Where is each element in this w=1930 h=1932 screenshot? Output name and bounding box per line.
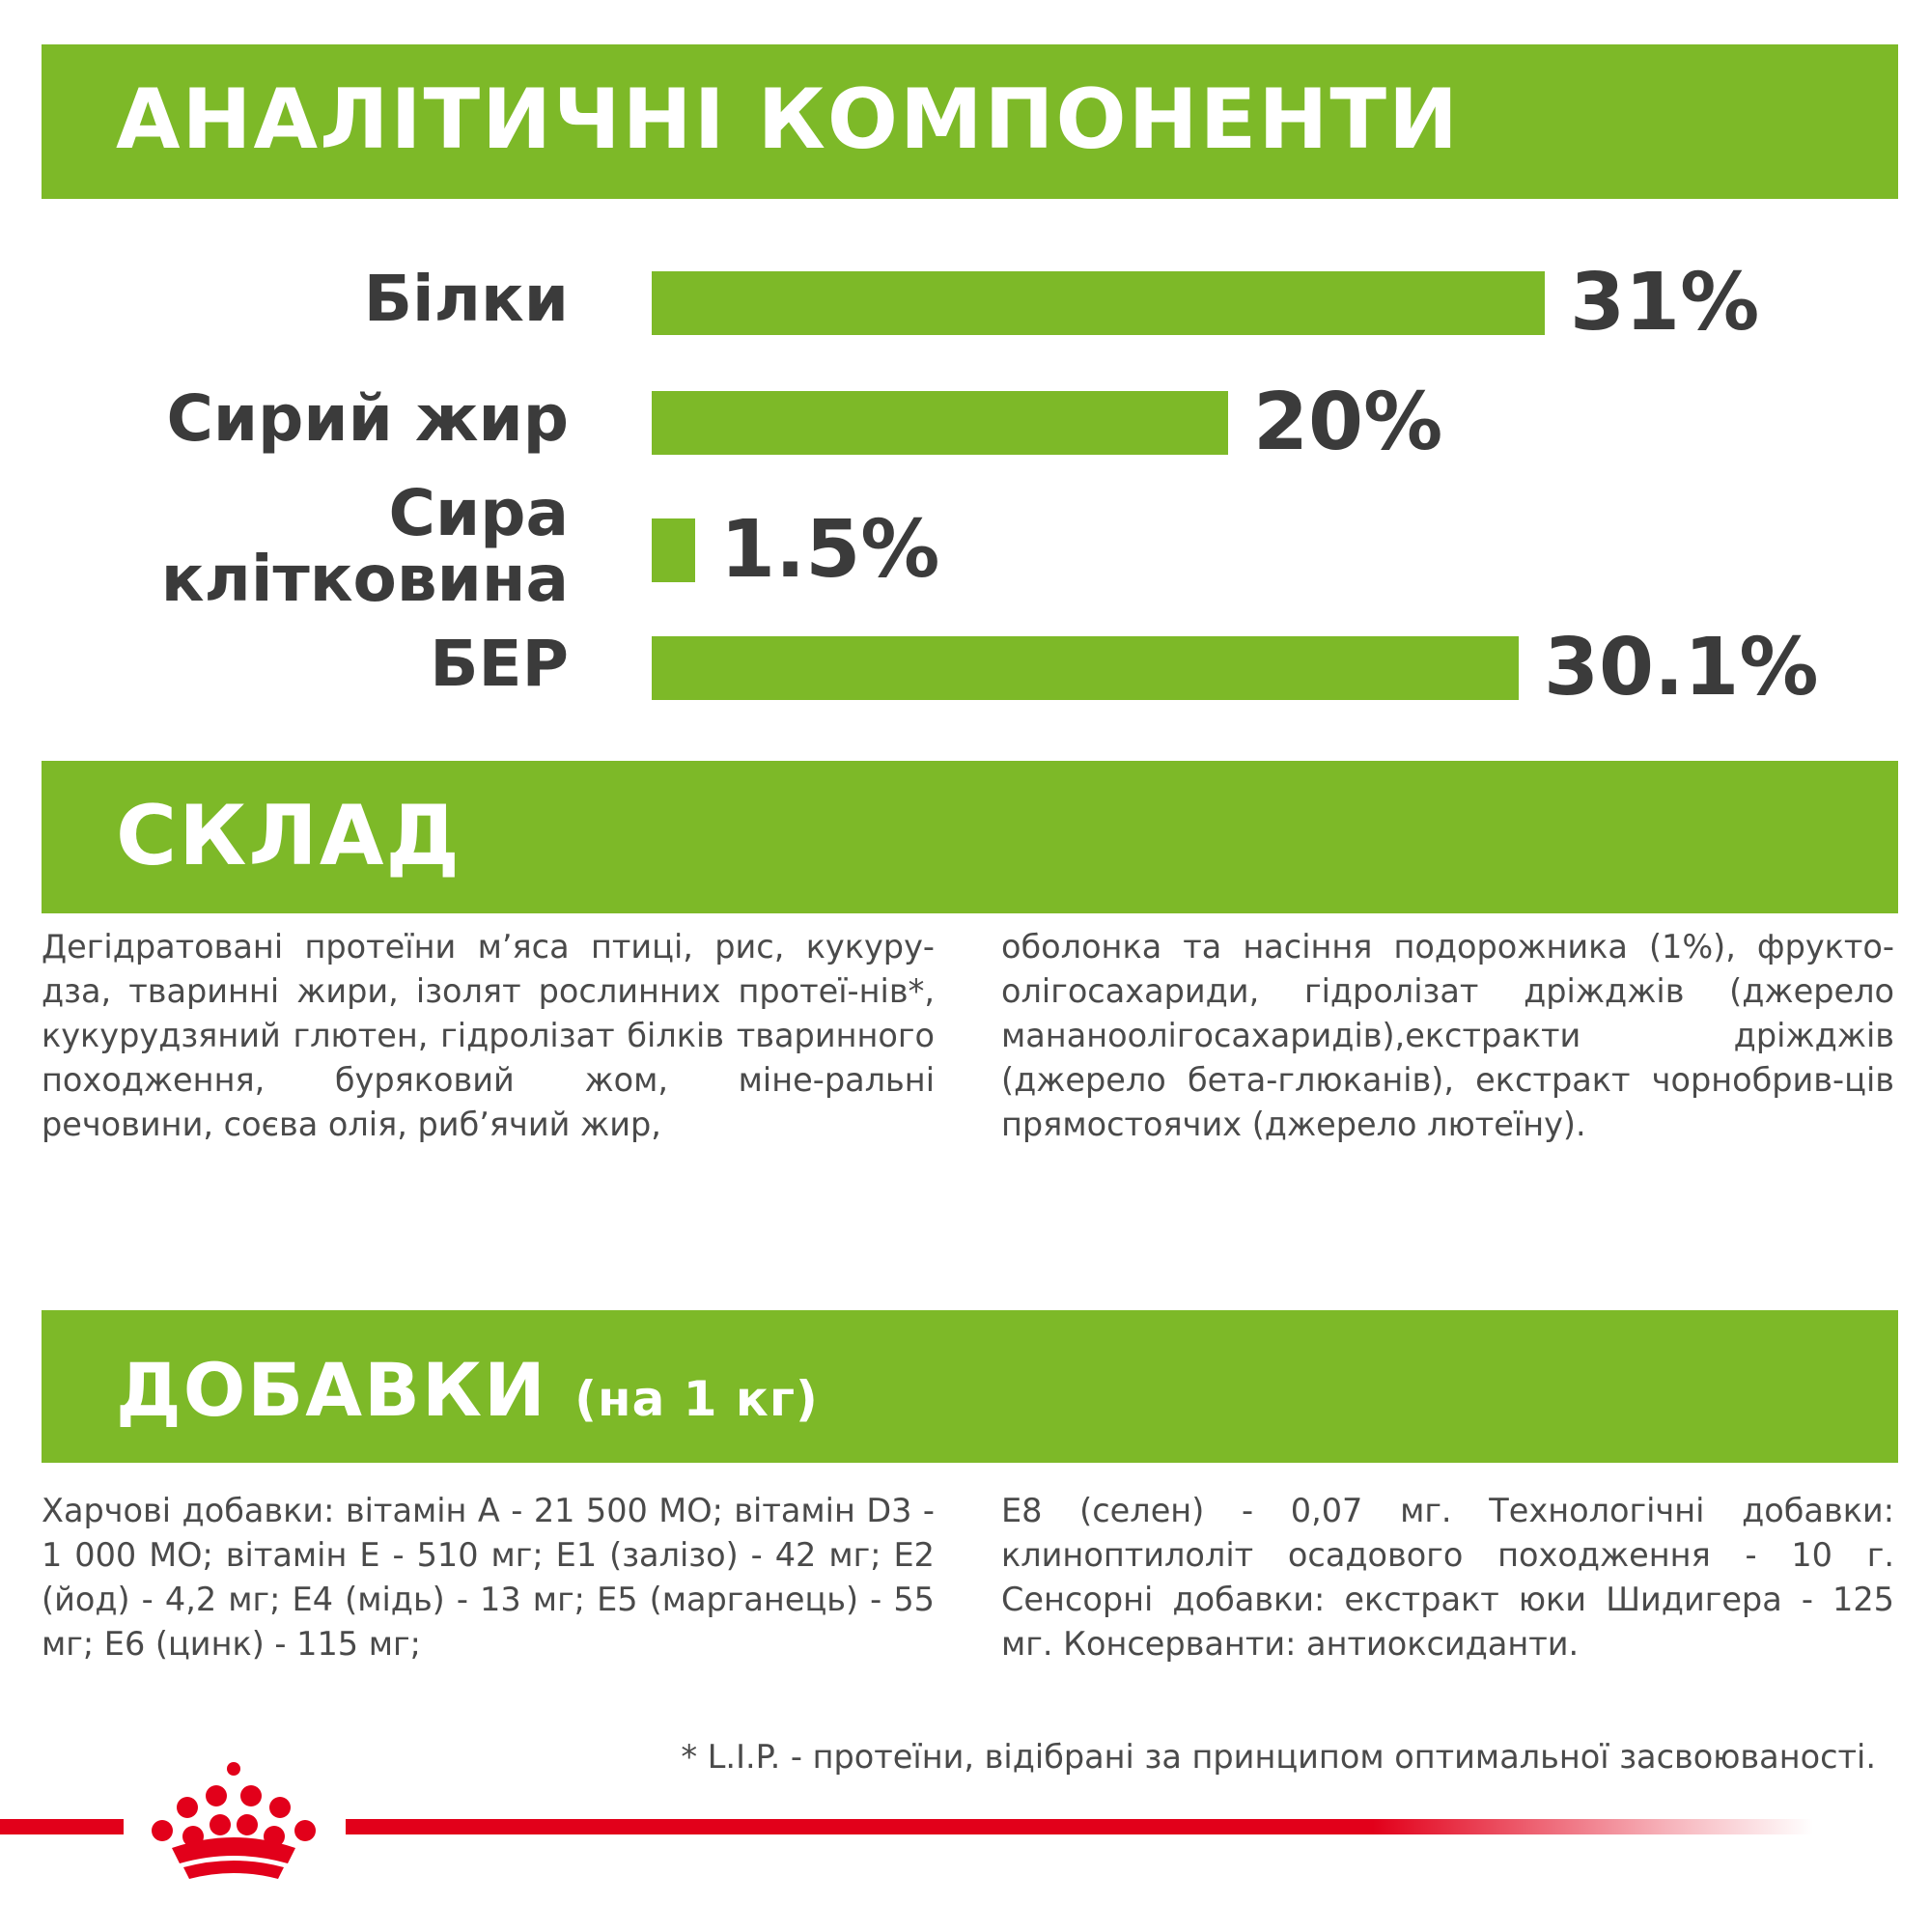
additives-title: ДОБАВКИ (на 1 кг) [116,1347,819,1433]
footer-stripe-right [346,1819,1813,1834]
chart-category-label-line: Сира [388,476,569,550]
composition-text-left: Дегідратовані протеїни м’яса птиці, рис,… [42,928,935,1143]
chart-bar [652,518,695,582]
chart-category-label: БЕР [430,631,569,697]
chart-category-label-line: Білки [363,262,569,336]
chart-category-label: Сирий жир [166,386,569,452]
additives-title-sub: (на 1 кг) [574,1371,819,1427]
chart-bar [652,391,1228,455]
chart-bar [652,636,1519,700]
additives-banner: ДОБАВКИ (на 1 кг) [42,1310,1898,1463]
chart-bar [652,271,1545,335]
analytics-banner: АНАЛІТИЧНІ КОМПОНЕНТИ [42,44,1898,199]
chart-category-label: Сира клітковина [161,481,569,612]
chart-value-label: 30.1% [1544,622,1819,714]
additives-title-main: ДОБАВКИ [116,1347,547,1433]
additives-text-right: E8 (селен) - 0,07 мг. Технологічні добав… [1001,1492,1894,1663]
chart-value-label: 31% [1570,257,1760,349]
chart-category-label: Білки [364,266,569,332]
analytics-title: АНАЛІТИЧНІ КОМПОНЕНТИ [116,71,1460,168]
chart-category-label-line: Сирий жир [166,381,569,456]
footer-stripe-left [0,1819,124,1834]
composition-title: СКЛАД [116,788,462,884]
chart-value-label: 20% [1253,377,1443,468]
royal-canin-crown-icon [152,1762,316,1879]
chart-category-label-line: клітковина [160,542,569,616]
composition-text-right: оболонка та насіння подорожника (1%), фр… [1001,928,1894,1143]
composition-banner: СКЛАД [42,761,1898,913]
additives-text-left: Харчові добавки: вітамін A - 21 500 МО; … [42,1492,935,1663]
chart-category-label-line: БЕР [430,627,569,701]
footnote: * L.I.P. - протеїни, відібрані за принци… [681,1738,1876,1776]
chart-value-label: 1.5% [720,504,940,596]
